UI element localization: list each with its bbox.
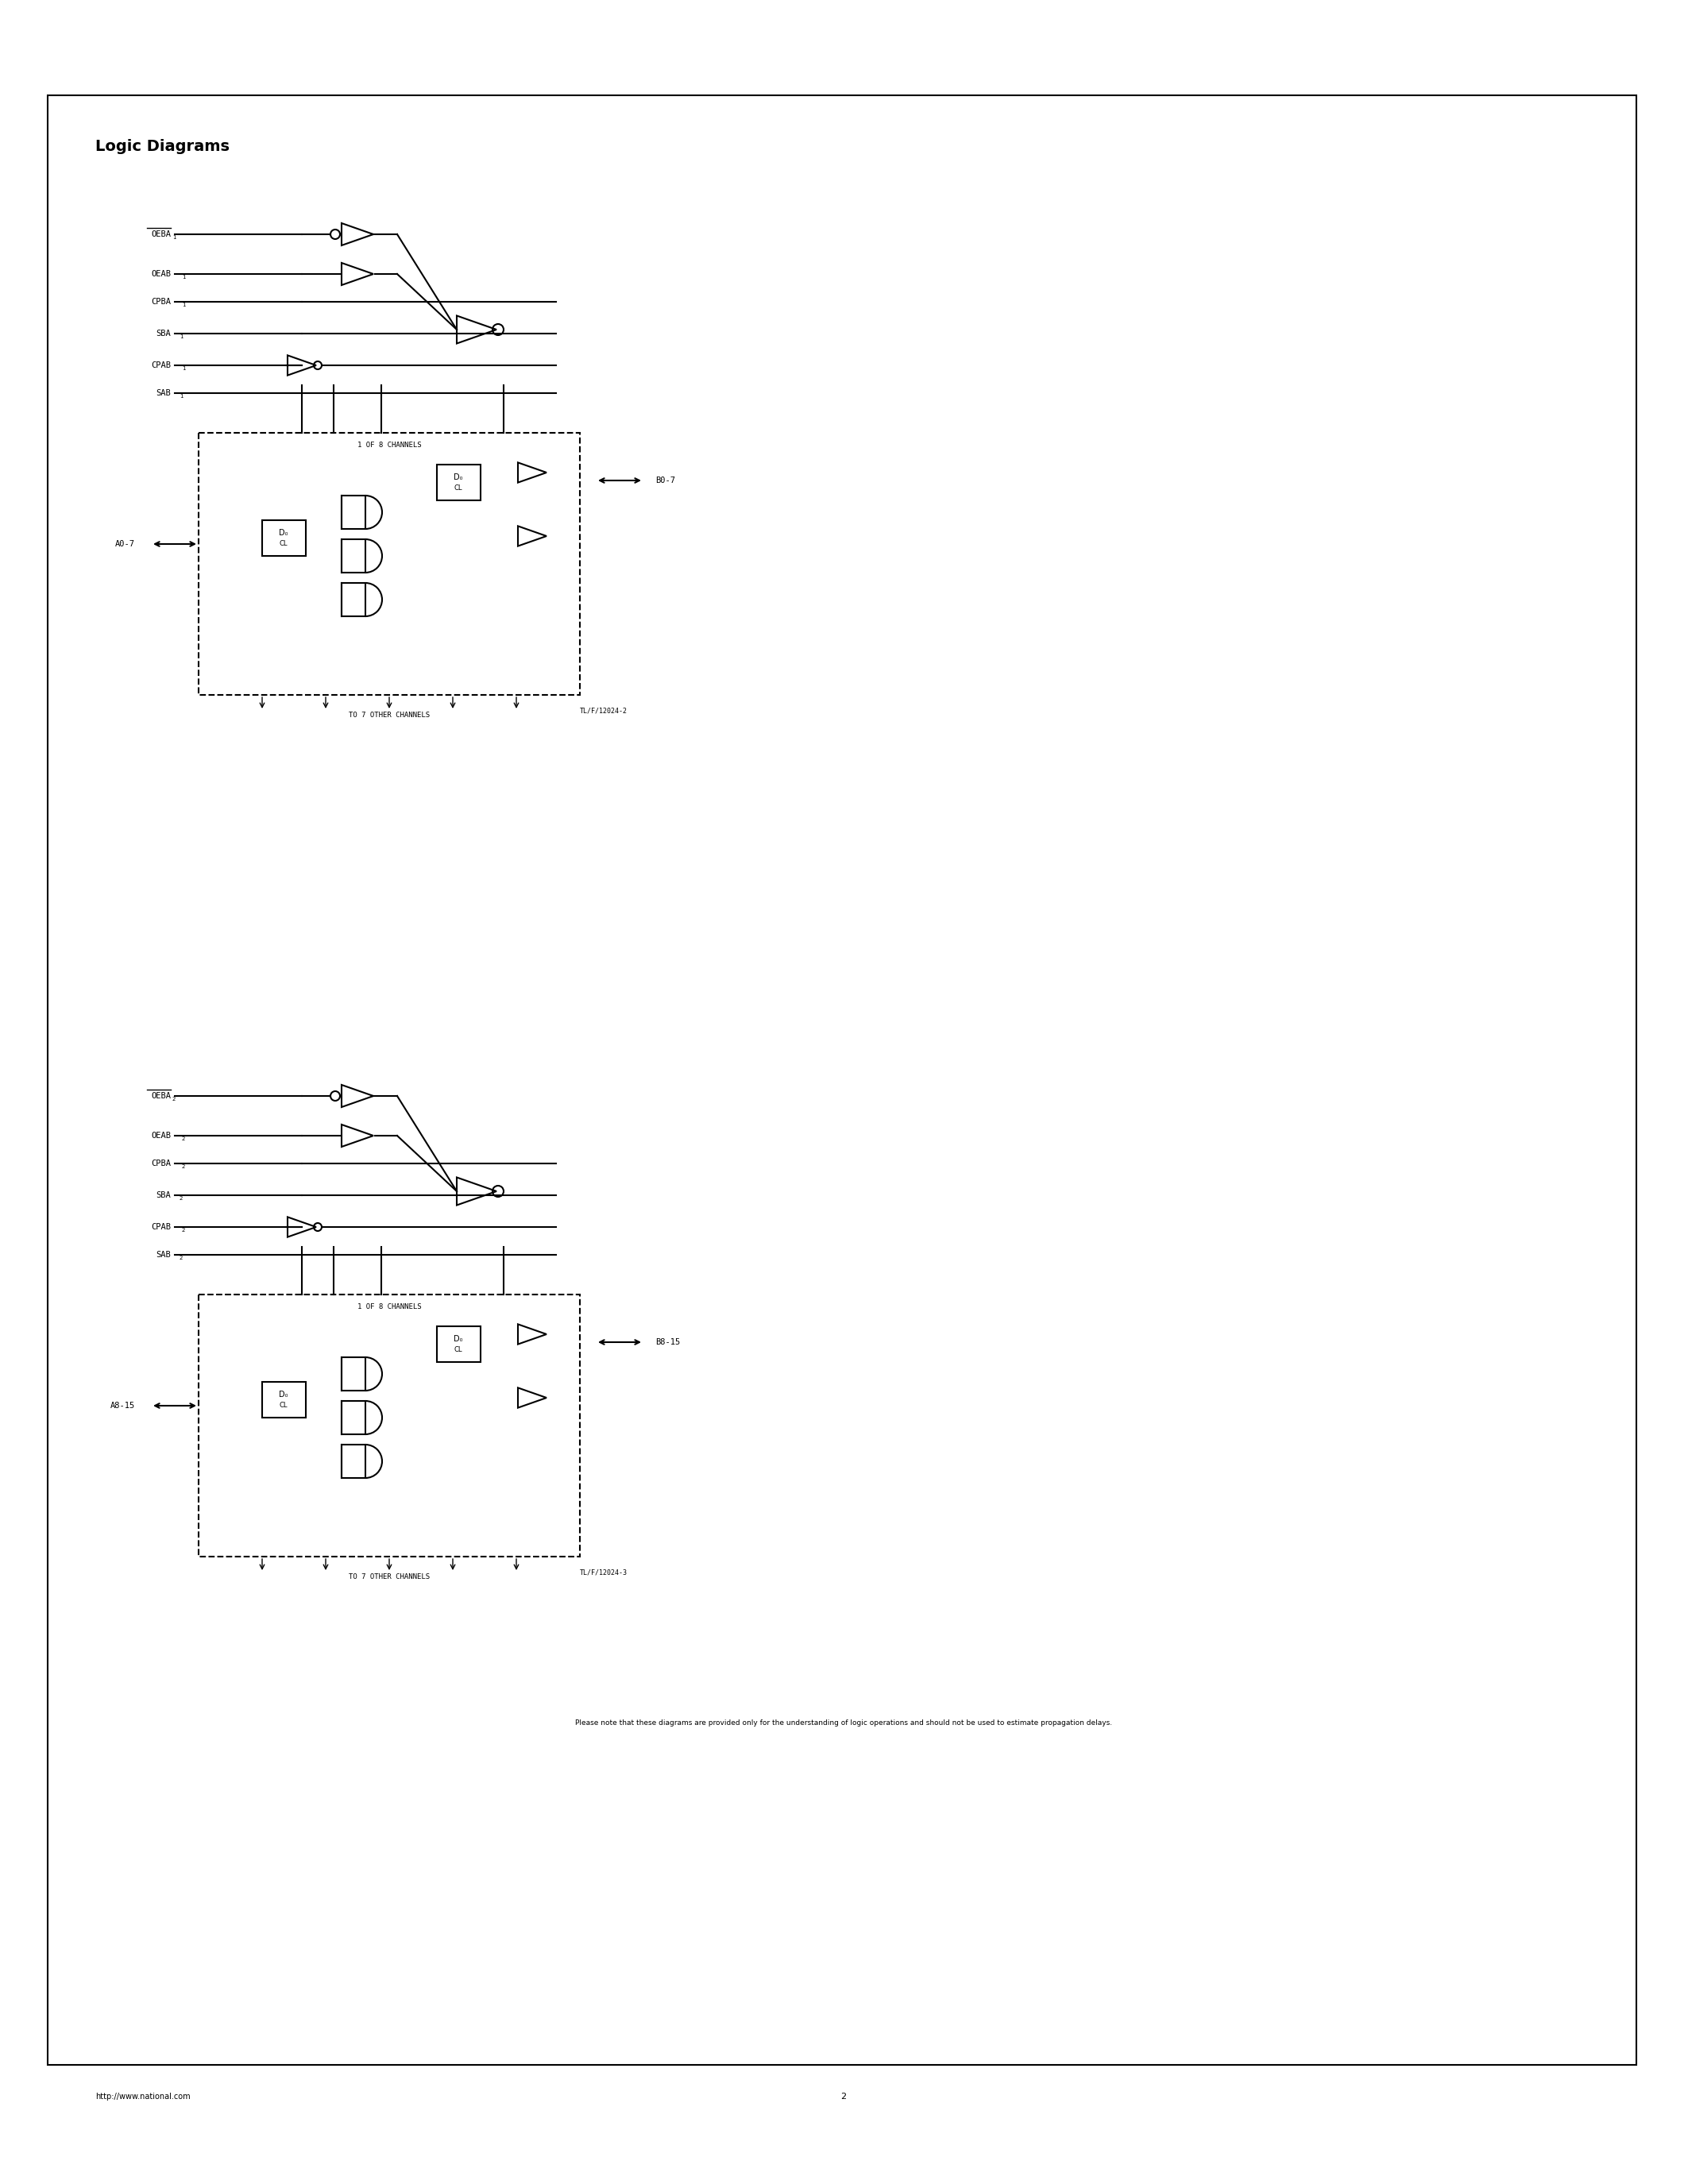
Text: 1: 1 xyxy=(179,393,182,400)
Text: OEBA: OEBA xyxy=(150,229,170,238)
Text: 2: 2 xyxy=(182,1227,186,1232)
Text: CL: CL xyxy=(454,1345,463,1354)
Text: CPAB: CPAB xyxy=(150,360,170,369)
Text: D₀: D₀ xyxy=(279,529,289,537)
Text: 1 OF 8 CHANNELS: 1 OF 8 CHANNELS xyxy=(358,1304,422,1310)
Text: 2: 2 xyxy=(179,1256,182,1260)
Text: 1: 1 xyxy=(182,367,186,371)
Text: CPAB: CPAB xyxy=(150,1223,170,1232)
FancyBboxPatch shape xyxy=(341,583,365,616)
Text: 1: 1 xyxy=(182,304,186,308)
Text: CPBA: CPBA xyxy=(150,1160,170,1168)
Text: D₀: D₀ xyxy=(454,474,463,480)
FancyBboxPatch shape xyxy=(341,496,365,529)
Text: SBA: SBA xyxy=(155,330,170,339)
Text: 2: 2 xyxy=(841,2092,846,2101)
Text: OEAB: OEAB xyxy=(150,271,170,277)
Text: 1: 1 xyxy=(179,334,182,339)
Text: CL: CL xyxy=(280,1402,287,1409)
Text: SAB: SAB xyxy=(155,1251,170,1258)
Text: OEAB: OEAB xyxy=(150,1131,170,1140)
Text: CL: CL xyxy=(280,539,287,546)
Text: B8-15: B8-15 xyxy=(655,1339,680,1345)
Text: TO 7 OTHER CHANNELS: TO 7 OTHER CHANNELS xyxy=(349,712,430,719)
Text: Logic Diagrams: Logic Diagrams xyxy=(95,140,230,155)
Text: A8-15: A8-15 xyxy=(110,1402,135,1409)
Text: 2: 2 xyxy=(179,1197,182,1201)
Text: 1: 1 xyxy=(172,236,176,240)
FancyBboxPatch shape xyxy=(262,1382,306,1417)
FancyBboxPatch shape xyxy=(437,465,481,500)
FancyBboxPatch shape xyxy=(47,96,1636,2064)
FancyBboxPatch shape xyxy=(341,1400,365,1435)
Text: TL/F/12024-3: TL/F/12024-3 xyxy=(581,1568,628,1577)
Text: Please note that these diagrams are provided only for the understanding of logic: Please note that these diagrams are prov… xyxy=(576,1719,1112,1728)
FancyBboxPatch shape xyxy=(262,520,306,557)
Text: OEBA: OEBA xyxy=(150,1092,170,1101)
Text: 2: 2 xyxy=(182,1164,186,1168)
FancyBboxPatch shape xyxy=(341,1444,365,1479)
Text: 2: 2 xyxy=(172,1096,176,1101)
Text: CL: CL xyxy=(454,485,463,491)
Text: 1 OF 8 CHANNELS: 1 OF 8 CHANNELS xyxy=(358,441,422,448)
Text: D₀: D₀ xyxy=(279,1391,289,1398)
Text: D₀: D₀ xyxy=(454,1334,463,1343)
Text: CPBA: CPBA xyxy=(150,297,170,306)
FancyBboxPatch shape xyxy=(341,539,365,572)
Text: TO 7 OTHER CHANNELS: TO 7 OTHER CHANNELS xyxy=(349,1572,430,1579)
FancyBboxPatch shape xyxy=(341,1356,365,1391)
Text: http://www.national.com: http://www.national.com xyxy=(95,2092,191,2101)
Text: SBA: SBA xyxy=(155,1190,170,1199)
Text: SAB: SAB xyxy=(155,389,170,397)
Text: A0-7: A0-7 xyxy=(115,539,135,548)
Text: 1: 1 xyxy=(182,275,186,280)
Text: TL/F/12024-2: TL/F/12024-2 xyxy=(581,708,628,714)
Text: 2: 2 xyxy=(182,1136,186,1142)
Text: B0-7: B0-7 xyxy=(655,476,675,485)
FancyBboxPatch shape xyxy=(437,1326,481,1363)
